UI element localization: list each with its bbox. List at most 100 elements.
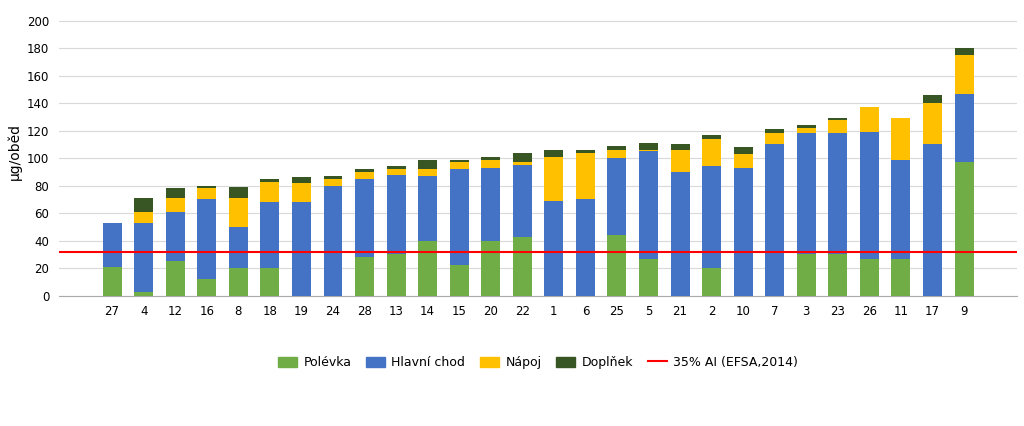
Bar [292,183,311,202]
Bar [513,153,531,162]
Bar [102,223,122,267]
Bar [228,227,248,268]
Bar [418,176,437,241]
Bar [450,160,469,162]
Bar [481,241,500,296]
Bar [228,187,248,198]
Bar [702,135,721,139]
Bar [607,235,627,296]
Bar [702,268,721,296]
Bar [292,202,311,296]
Bar [102,267,122,296]
Bar [734,168,753,296]
Bar [134,198,154,212]
Bar [954,94,974,162]
Bar [671,150,689,172]
Bar [765,130,784,133]
Bar [860,132,879,259]
Bar [198,199,216,279]
Bar [671,144,689,150]
Bar [828,133,847,254]
Bar [198,188,216,199]
Bar [702,139,721,167]
Bar [418,169,437,176]
Bar [355,179,374,257]
Bar [892,259,910,296]
Bar [828,118,847,120]
Bar [387,167,406,169]
Bar [355,169,374,172]
Bar [828,254,847,296]
Bar [607,158,627,235]
Bar [292,178,311,183]
Bar [575,153,595,199]
Bar [702,167,721,268]
Bar [797,133,816,254]
Bar [355,257,374,296]
Bar [513,162,531,165]
Bar [860,107,879,132]
Bar [923,103,942,144]
Bar [639,151,658,259]
Bar [198,279,216,296]
Bar [923,144,942,296]
Bar [387,175,406,254]
Bar [545,157,563,201]
Bar [260,202,280,268]
Bar [954,48,974,55]
Bar [134,223,154,291]
Bar [828,120,847,133]
Bar [166,212,184,261]
Bar [513,165,531,236]
Bar [545,150,563,157]
Bar [639,150,658,151]
Bar [166,198,184,212]
Bar [198,186,216,188]
Bar [387,169,406,175]
Bar [734,147,753,154]
Bar [355,172,374,179]
Bar [954,55,974,94]
Bar [860,259,879,296]
Legend: Polévka, Hlavní chod, Nápoj, Doplňek, 35% AI (EFSA,2014): Polévka, Hlavní chod, Nápoj, Doplňek, 35… [273,351,803,374]
Bar [450,265,469,296]
Bar [481,160,500,168]
Bar [481,157,500,160]
Bar [260,179,280,181]
Bar [892,160,910,259]
Bar [797,128,816,133]
Bar [134,212,154,223]
Bar [765,144,784,296]
Bar [324,186,342,296]
Bar [260,181,280,202]
Bar [166,261,184,296]
Bar [134,291,154,296]
Bar [450,169,469,265]
Bar [892,118,910,160]
Bar [765,133,784,144]
Bar [954,162,974,296]
Bar [450,162,469,169]
Bar [228,198,248,227]
Bar [797,125,816,128]
Bar [545,201,563,296]
Bar [228,268,248,296]
Bar [923,95,942,103]
Bar [797,254,816,296]
Bar [607,150,627,158]
Bar [575,199,595,296]
Bar [607,146,627,150]
Bar [671,172,689,296]
Bar [418,160,437,169]
Bar [418,241,437,296]
Bar [387,254,406,296]
Bar [324,176,342,179]
Bar [639,259,658,296]
Y-axis label: µg/oběd: µg/oběd [7,123,22,180]
Bar [481,168,500,241]
Bar [575,150,595,153]
Bar [260,268,280,296]
Bar [166,188,184,198]
Bar [639,143,658,150]
Bar [513,236,531,296]
